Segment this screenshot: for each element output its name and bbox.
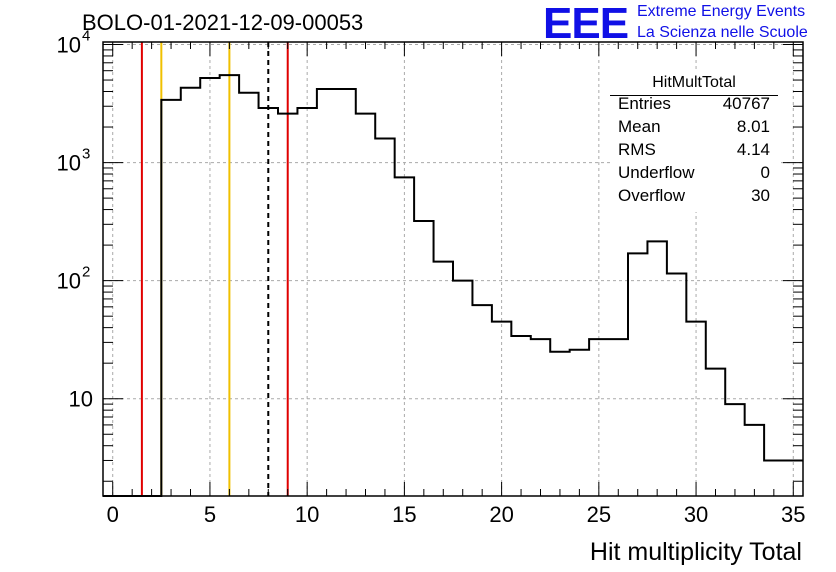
- stats-title: HitMultTotal: [652, 74, 736, 91]
- stats-divider: [610, 95, 778, 96]
- stats-box: HitMultTotal Entries 40767 Mean 8.01 RMS…: [610, 72, 778, 212]
- eee-logo: EEE: [543, 0, 629, 48]
- x-tick-label: 20: [489, 502, 513, 527]
- x-tick-label: 30: [684, 502, 708, 527]
- x-tick-label: 0: [107, 502, 119, 527]
- x-tick-label: 25: [587, 502, 611, 527]
- stat-value: 4.14: [736, 140, 770, 159]
- y-tick-label: 10: [57, 151, 81, 176]
- x-tick-label: 15: [392, 502, 416, 527]
- y-tick-label: 10: [69, 387, 93, 412]
- stat-label: Mean: [618, 117, 661, 136]
- x-tick-label: 35: [781, 502, 805, 527]
- histogram-series: [103, 74, 803, 497]
- x-tick-label: 10: [295, 502, 319, 527]
- y-tick-exponent: 3: [82, 146, 90, 163]
- x-tick-labels: 0 5 10 15 20 25 30 35: [107, 502, 806, 527]
- stat-value: 30: [751, 186, 770, 205]
- stat-label: RMS: [618, 140, 656, 159]
- stat-value: 40767: [722, 94, 770, 113]
- run-title: BOLO-01-2021-12-09-00053: [82, 10, 364, 35]
- y-tick-exponent: 2: [82, 264, 90, 281]
- logo-line-2: La Scienza nelle Scuole: [637, 24, 808, 41]
- stat-label: Underflow: [618, 163, 695, 182]
- logo-line-1: Extreme Energy Events: [637, 3, 806, 20]
- y-tick-exponent: 4: [82, 28, 90, 45]
- y-tick-label: 10: [57, 269, 81, 294]
- stat-label: Entries: [618, 94, 671, 113]
- stat-label: Overflow: [618, 186, 686, 205]
- y-tick-label: 10: [57, 33, 81, 58]
- x-tick-label: 5: [204, 502, 216, 527]
- stat-value: 0: [760, 163, 770, 182]
- plot-frame: [102, 41, 804, 497]
- histogram-outline: [103, 74, 803, 497]
- stat-value: 8.01: [736, 117, 770, 136]
- x-axis-label: Hit multiplicity Total: [590, 538, 802, 566]
- axis-ticks: [103, 42, 803, 496]
- marker-lines: [140, 42, 289, 496]
